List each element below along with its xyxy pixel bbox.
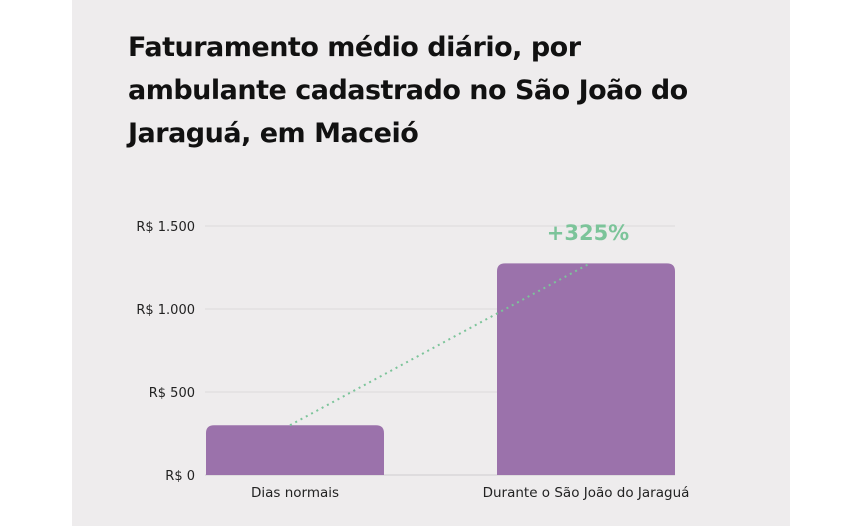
x-category-label: Durante o São João do Jaraguá — [483, 485, 690, 501]
x-category-label: Dias normais — [251, 485, 339, 501]
y-tick-label: R$ 500 — [149, 386, 195, 401]
growth-annotation: +325% — [547, 221, 629, 245]
bar — [206, 425, 384, 475]
chart-title: Faturamento médio diário, por ambulante … — [128, 32, 688, 149]
bar — [497, 263, 675, 475]
y-tick-label: R$ 1.500 — [136, 220, 195, 235]
y-tick-label: R$ 1.000 — [136, 303, 195, 318]
y-tick-label: R$ 0 — [165, 469, 195, 484]
